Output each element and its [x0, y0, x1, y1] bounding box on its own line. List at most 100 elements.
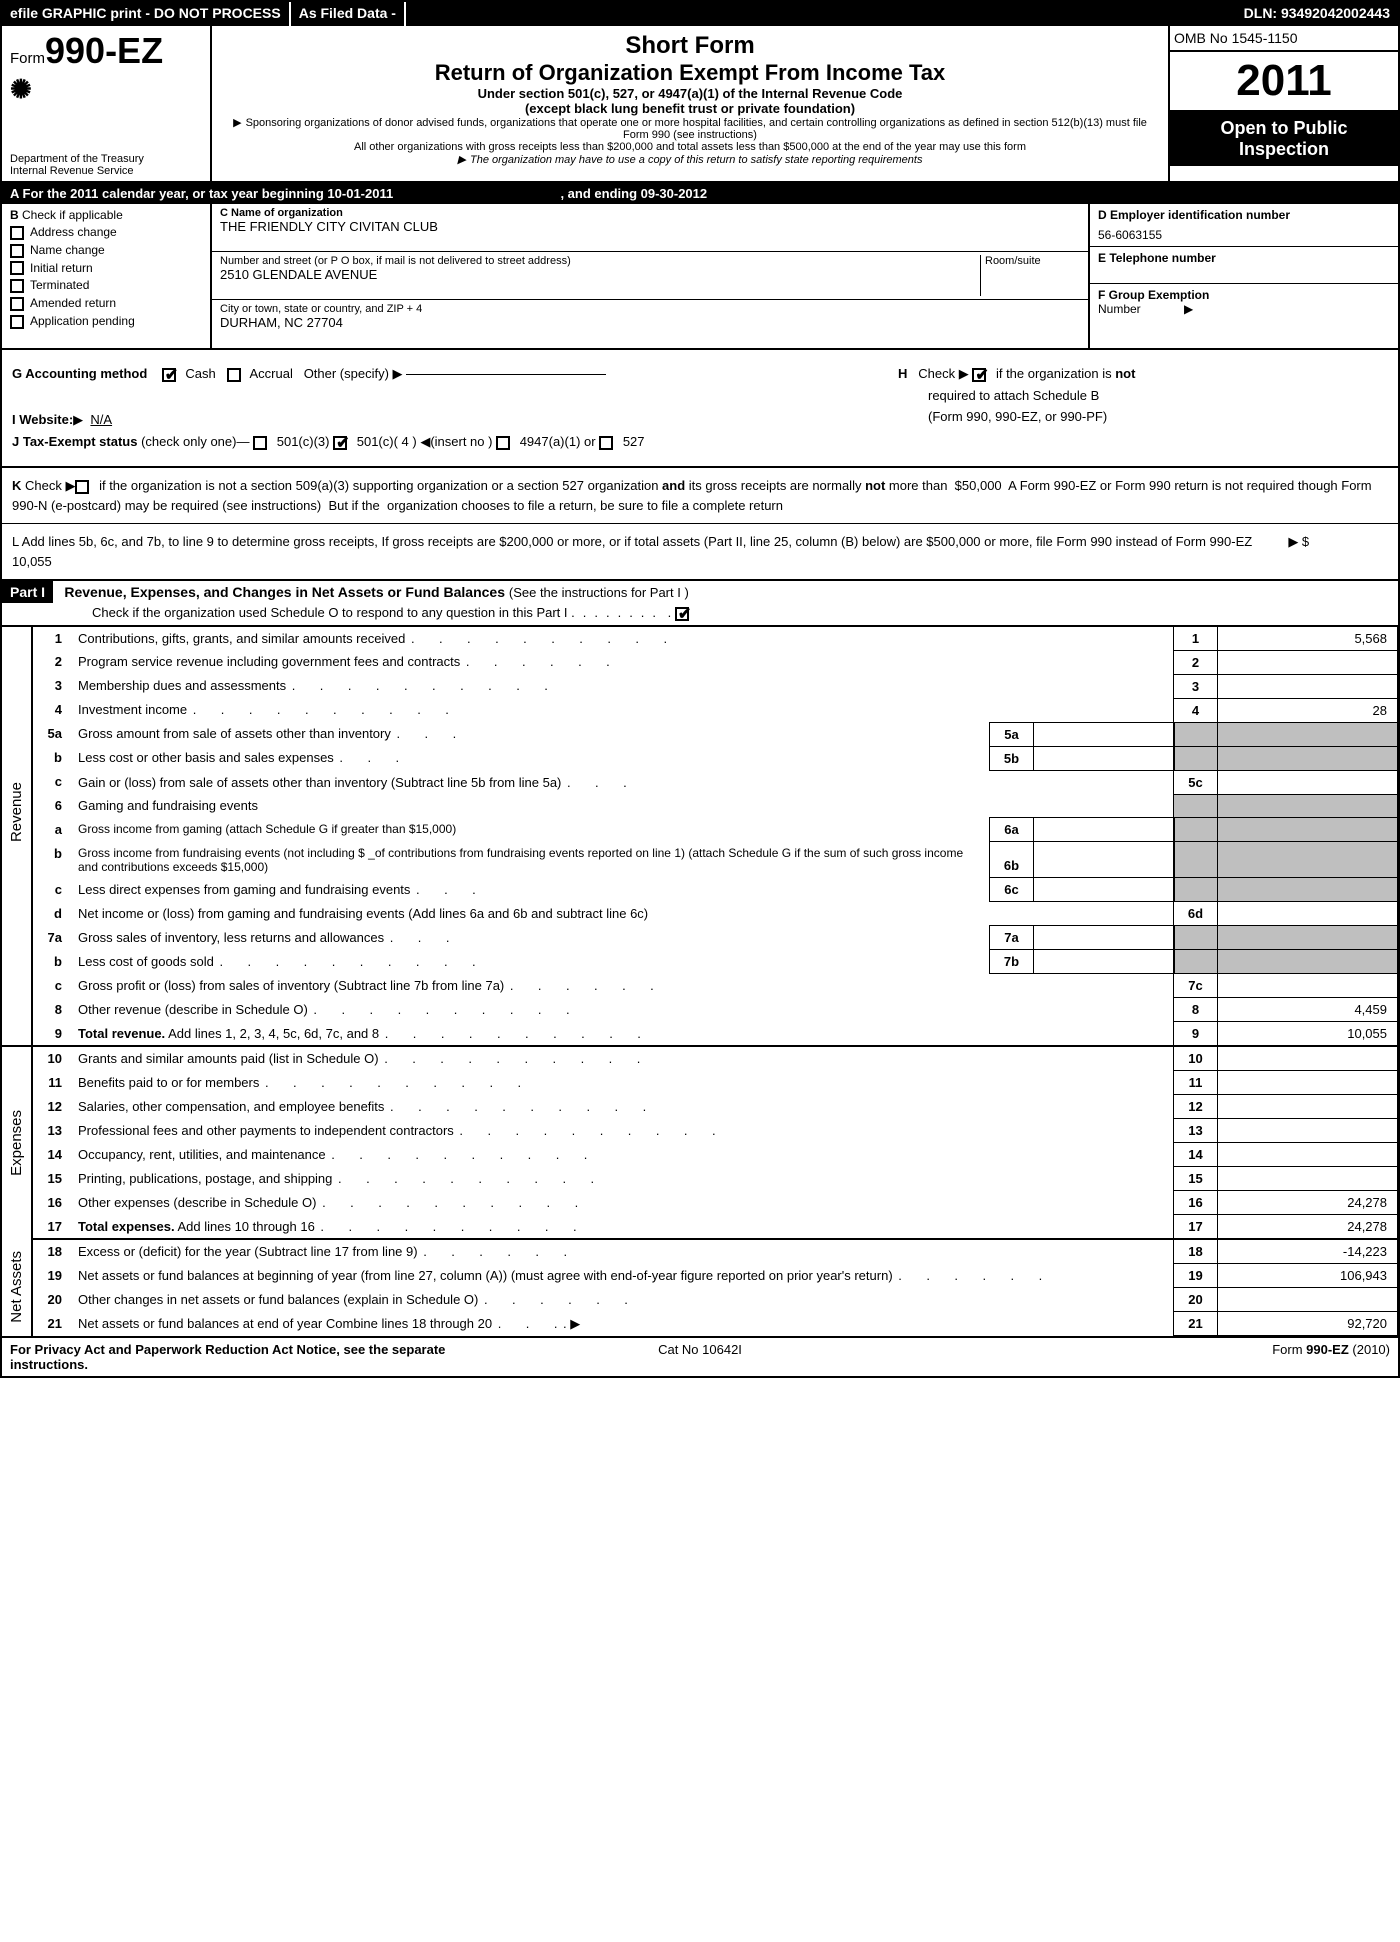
chk-amended[interactable]	[10, 297, 24, 311]
lbl-insert: (insert no )	[430, 434, 492, 449]
h-not: not	[1115, 366, 1135, 381]
chk-part1-schedO[interactable]	[675, 607, 689, 621]
expenses-label: Expenses	[8, 1110, 25, 1176]
n5b: b	[32, 746, 72, 770]
r7bg	[1174, 950, 1218, 974]
h-check: Check	[918, 366, 955, 381]
d4t: Investment income	[78, 702, 451, 717]
form-table: Revenue 1 Contributions, gifts, grants, …	[2, 625, 1398, 1337]
chk-initial-return[interactable]	[10, 261, 24, 275]
v10	[1218, 1046, 1398, 1071]
omb-number: OMB No 1545-1150	[1170, 26, 1398, 52]
v6g	[1218, 794, 1398, 818]
chk-address-change[interactable]	[10, 226, 24, 240]
d11: Benefits paid to or for members	[72, 1071, 1174, 1095]
d7ct: Gross profit or (loss) from sales of inv…	[78, 978, 656, 993]
lbl-501c3: 501(c)(3)	[277, 434, 330, 449]
form-page: efile GRAPHIC print - DO NOT PROCESS As …	[0, 0, 1400, 1378]
r2: 2	[1174, 650, 1218, 674]
v4: 28	[1218, 698, 1398, 722]
m5b: 5b	[990, 746, 1034, 770]
chk-501c[interactable]	[333, 436, 347, 450]
part-1-note: (See the instructions for Part I )	[509, 585, 689, 600]
v5bg	[1218, 746, 1398, 770]
m5a: 5a	[990, 722, 1034, 746]
chk-terminated[interactable]	[10, 279, 24, 293]
v9: 10,055	[1218, 1022, 1398, 1047]
chk-name-change[interactable]	[10, 244, 24, 258]
v19: 106,943	[1218, 1264, 1398, 1288]
revenue-label-cell: Revenue	[2, 626, 32, 998]
yearline-end: , and ending 09-30-2012	[560, 186, 707, 201]
footer-right-a: Form	[1272, 1342, 1306, 1357]
chk-4947[interactable]	[496, 436, 510, 450]
h-line-3: (Form 990, 990-EZ, or 990-PF)	[928, 409, 1388, 424]
chk-pending[interactable]	[10, 315, 24, 329]
lbl-4947: 4947(a)(1) or	[520, 434, 596, 449]
d3t: Membership dues and assessments	[78, 678, 550, 693]
chk-k[interactable]	[75, 480, 89, 494]
r6cg	[1174, 878, 1218, 902]
d7at: Gross sales of inventory, less returns a…	[78, 930, 451, 945]
d10: Grants and similar amounts paid (list in…	[72, 1046, 1174, 1071]
rev-spacer2	[2, 1022, 32, 1047]
top-bar: efile GRAPHIC print - DO NOT PROCESS As …	[2, 2, 1398, 26]
v20	[1218, 1288, 1398, 1312]
header-left: Form990-EZ ✺ Department of the Treasury …	[2, 26, 212, 181]
d20: Other changes in net assets or fund bala…	[72, 1288, 1174, 1312]
n16: 16	[32, 1191, 72, 1215]
other-specify-line	[406, 374, 606, 375]
v6d	[1218, 902, 1398, 926]
r5bg	[1174, 746, 1218, 770]
d6: Gaming and fundraising events	[72, 794, 1174, 818]
f-grp-label: F Group Exemption	[1098, 288, 1209, 302]
topbar-efile: efile GRAPHIC print - DO NOT PROCESS	[2, 2, 291, 26]
d2: Program service revenue including govern…	[72, 650, 1174, 674]
h-text-b: if the organization is	[996, 366, 1112, 381]
chk-cash[interactable]	[162, 368, 176, 382]
chk-527[interactable]	[599, 436, 613, 450]
r7c: 7c	[1174, 974, 1218, 998]
e-tel-label: E Telephone number	[1098, 251, 1390, 265]
d14: Occupancy, rent, utilities, and maintena…	[72, 1143, 1174, 1167]
chk-h[interactable]	[972, 368, 986, 382]
m7b: 7b	[990, 950, 1034, 974]
sub-line-1: Under section 501(c), 527, or 4947(a)(1)…	[222, 86, 1158, 101]
n2: 2	[32, 650, 72, 674]
chk-accrual[interactable]	[227, 368, 241, 382]
n1: 1	[32, 626, 72, 651]
d11t: Benefits paid to or for members	[78, 1075, 523, 1090]
r6ag	[1174, 818, 1218, 842]
d16t: Other expenses (describe in Schedule O)	[78, 1195, 580, 1210]
n6b: b	[32, 842, 72, 878]
header-row: Form990-EZ ✺ Department of the Treasury …	[2, 26, 1398, 183]
c-org-name: THE FRIENDLY CITY CIVITAN CLUB	[220, 219, 1080, 234]
c-name-label: C Name of organization	[220, 207, 1080, 219]
d9t: Add lines 1, 2, 3, 4, 5c, 6d, 7c, and 8	[168, 1026, 643, 1041]
c-city-label: City or town, state or country, and ZIP …	[220, 303, 1080, 315]
open-line-2: Inspection	[1174, 139, 1394, 160]
v6bg	[1218, 842, 1398, 878]
lbl-501c: 501(c)( 4 )	[357, 434, 417, 449]
r7ag	[1174, 926, 1218, 950]
r8: 8	[1174, 998, 1218, 1022]
lbl-initial-return: Initial return	[30, 261, 93, 275]
r14: 14	[1174, 1143, 1218, 1167]
d6c: Less direct expenses from gaming and fun…	[72, 878, 990, 902]
v15	[1218, 1167, 1398, 1191]
chk-501c3[interactable]	[253, 436, 267, 450]
rev-spacer	[2, 998, 32, 1022]
n17: 17	[32, 1215, 72, 1240]
lbl-address-change: Address change	[30, 225, 117, 239]
d5bt: Less cost or other basis and sales expen…	[78, 750, 401, 765]
footer-right-c: (2010)	[1349, 1342, 1390, 1357]
v11	[1218, 1071, 1398, 1095]
d18: Excess or (deficit) for the year (Subtra…	[72, 1239, 1174, 1264]
n18: 18	[32, 1239, 72, 1264]
section-bcd: B Check if applicable Address change Nam…	[2, 204, 1398, 348]
yearline-begin: A For the 2011 calendar year, or tax yea…	[10, 186, 393, 201]
tax-year-line: A For the 2011 calendar year, or tax yea…	[2, 183, 1398, 204]
v7ag	[1218, 926, 1398, 950]
mv7a	[1034, 926, 1174, 950]
n10: 10	[32, 1046, 72, 1071]
